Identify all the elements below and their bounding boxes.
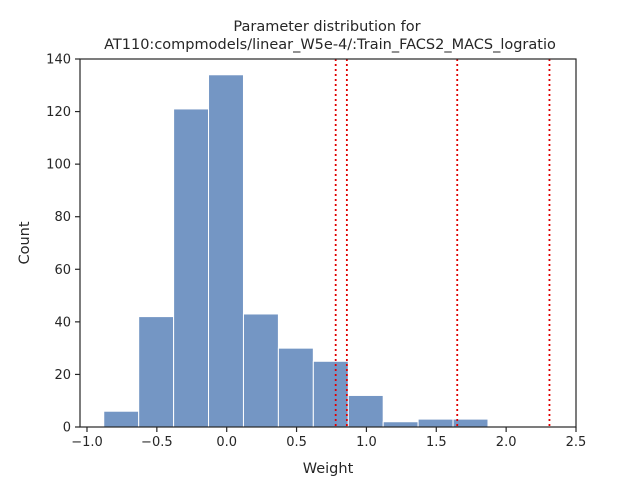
x-tick-label: 0.5	[286, 435, 307, 450]
x-tick-label: 0.0	[216, 435, 237, 450]
histogram-bar	[382, 421, 419, 428]
x-tick-label: 2.0	[496, 435, 517, 450]
x-tick-label: −0.5	[141, 435, 173, 450]
histogram-bar	[452, 418, 489, 428]
histogram-bar	[417, 418, 454, 428]
y-tick-label: 40	[54, 315, 71, 330]
histogram-bar	[208, 74, 244, 428]
y-tick-label: 20	[54, 368, 71, 383]
histogram-bar	[173, 108, 210, 428]
x-tick-label: 1.0	[356, 435, 377, 450]
bars-group	[103, 74, 489, 428]
y-tick-label: 80	[54, 210, 71, 225]
histogram-bar	[242, 313, 279, 428]
x-axis: −1.0 −0.5 0.0 0.5 1.0 1.5 2.0 2.5	[71, 427, 586, 450]
histogram-bar	[277, 347, 314, 428]
x-tick-label: −1.0	[71, 435, 103, 450]
chart-subtitle: AT110:compmodels/linear_W5e-4/:Train_FAC…	[104, 37, 556, 53]
histogram-bar	[347, 394, 384, 428]
y-tick-label: 0	[63, 421, 71, 436]
x-axis-label: Weight	[303, 461, 354, 477]
y-axis-label: Count	[17, 221, 33, 264]
histogram-bar	[138, 316, 175, 428]
x-tick-label: 2.5	[566, 435, 587, 450]
chart-title: Parameter distribution for	[233, 19, 420, 35]
y-tick-label: 140	[46, 53, 71, 68]
y-tick-label: 100	[46, 158, 71, 173]
plot-frame	[79, 58, 577, 428]
histogram-bar	[103, 410, 140, 428]
y-tick-label: 60	[54, 263, 71, 278]
histogram-bar	[312, 360, 349, 428]
y-tick-label: 120	[46, 105, 71, 120]
y-axis: 0 20 40 60 80 100 120 140	[46, 53, 80, 436]
x-tick-label: 1.5	[426, 435, 447, 450]
threshold-lines-group	[334, 59, 551, 427]
